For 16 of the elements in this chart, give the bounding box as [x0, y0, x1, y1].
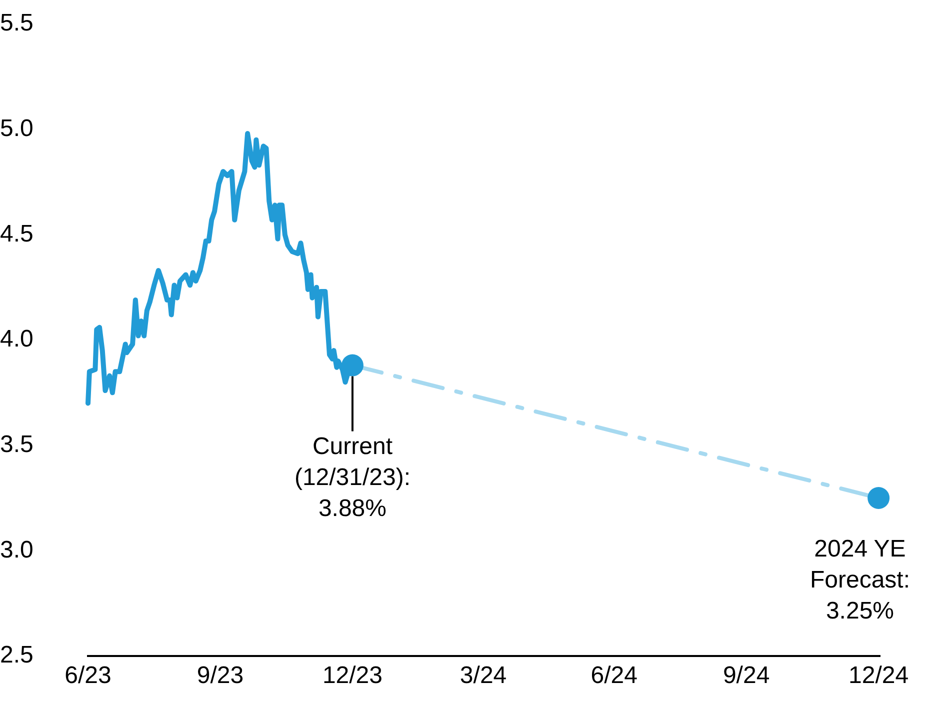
x-tick-label: 6/24 [590, 662, 638, 690]
y-tick-label: 3.5 [0, 430, 34, 458]
y-tick-label: 4.5 [0, 220, 34, 248]
annotation: 2024 YE Forecast: 3.25% [810, 536, 910, 625]
x-tick-label: 9/23 [196, 662, 244, 690]
annotation: Current (12/31/23): 3.88% [294, 432, 411, 522]
x-tick-label: 6/23 [64, 662, 112, 690]
y-tick-label: 3.0 [0, 536, 34, 564]
x-tick-label: 12/24 [848, 662, 909, 690]
x-tick-label: 3/24 [460, 662, 507, 690]
y-tick-label: 2.5 [0, 642, 34, 669]
y-tick-label: 5.0 [0, 114, 34, 142]
x-tick-label: 12/23 [322, 662, 383, 690]
y-tick-label: 5.5 [0, 10, 34, 37]
x-tick-label: 9/24 [722, 662, 770, 690]
y-tick-label: 4.0 [0, 326, 34, 353]
